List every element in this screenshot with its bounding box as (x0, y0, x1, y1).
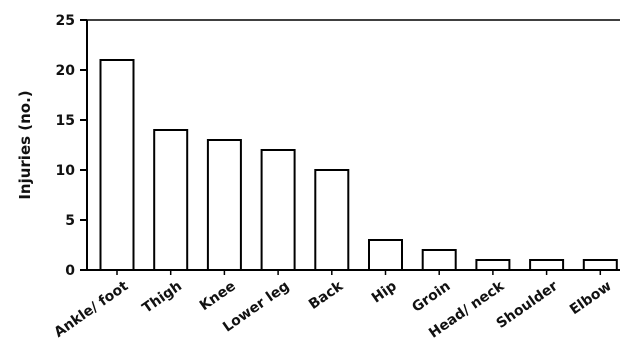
x-category-label: Elbow (567, 278, 615, 318)
bar (529, 259, 565, 271)
x-category-label: Hip (369, 278, 400, 306)
y-tick-label: 5 (65, 213, 75, 229)
x-category-label: Shoulder (494, 278, 561, 332)
bar (368, 239, 403, 271)
bar (153, 129, 189, 271)
y-tick-label: 0 (65, 263, 75, 279)
bar (260, 149, 296, 271)
bar (421, 249, 457, 271)
bar (206, 139, 242, 271)
bar (99, 59, 135, 271)
y-axis-ticks: 0 5 10 15 20 25 (56, 13, 87, 279)
y-tick-label: 25 (56, 13, 75, 29)
x-category-label: Thigh (140, 278, 185, 317)
x-category-label: Groin (409, 278, 453, 316)
bar (314, 169, 350, 271)
x-category-label: Knee (197, 278, 239, 314)
bar (582, 259, 618, 271)
x-category-label: Ankle/ foot (51, 278, 131, 341)
y-axis-title: Injuries (no.) (16, 90, 34, 199)
y-tick-label: 20 (56, 63, 76, 79)
x-category-label: Back (306, 278, 347, 313)
y-tick-label: 10 (56, 163, 76, 179)
bars (99, 59, 618, 275)
y-tick-label: 15 (56, 113, 75, 129)
bar (475, 259, 511, 271)
